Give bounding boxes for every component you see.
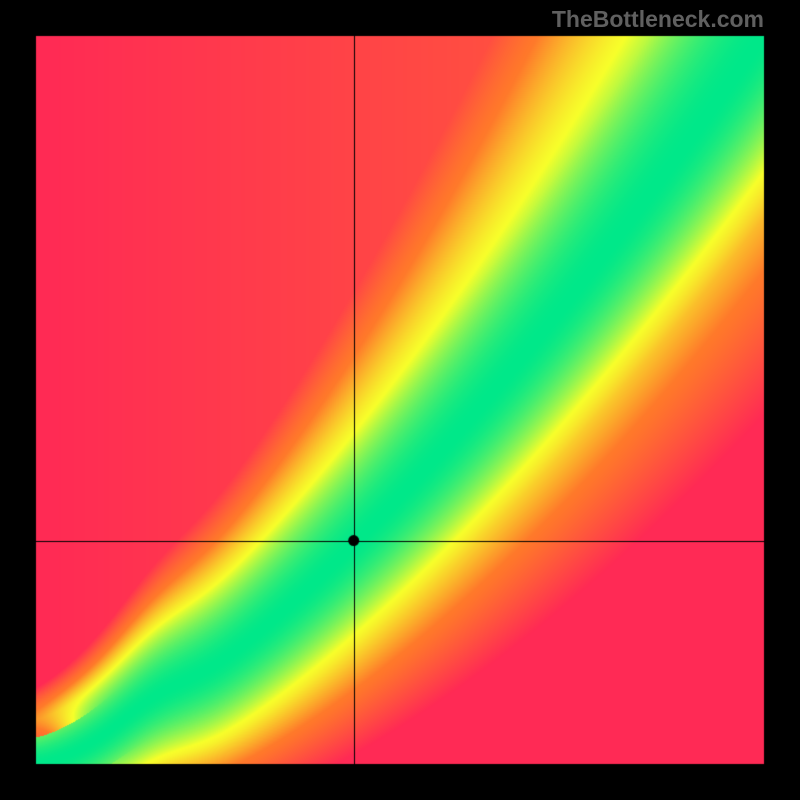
heatmap-canvas bbox=[0, 0, 800, 800]
watermark-text: TheBottleneck.com bbox=[552, 6, 764, 33]
chart-container: TheBottleneck.com bbox=[0, 0, 800, 800]
